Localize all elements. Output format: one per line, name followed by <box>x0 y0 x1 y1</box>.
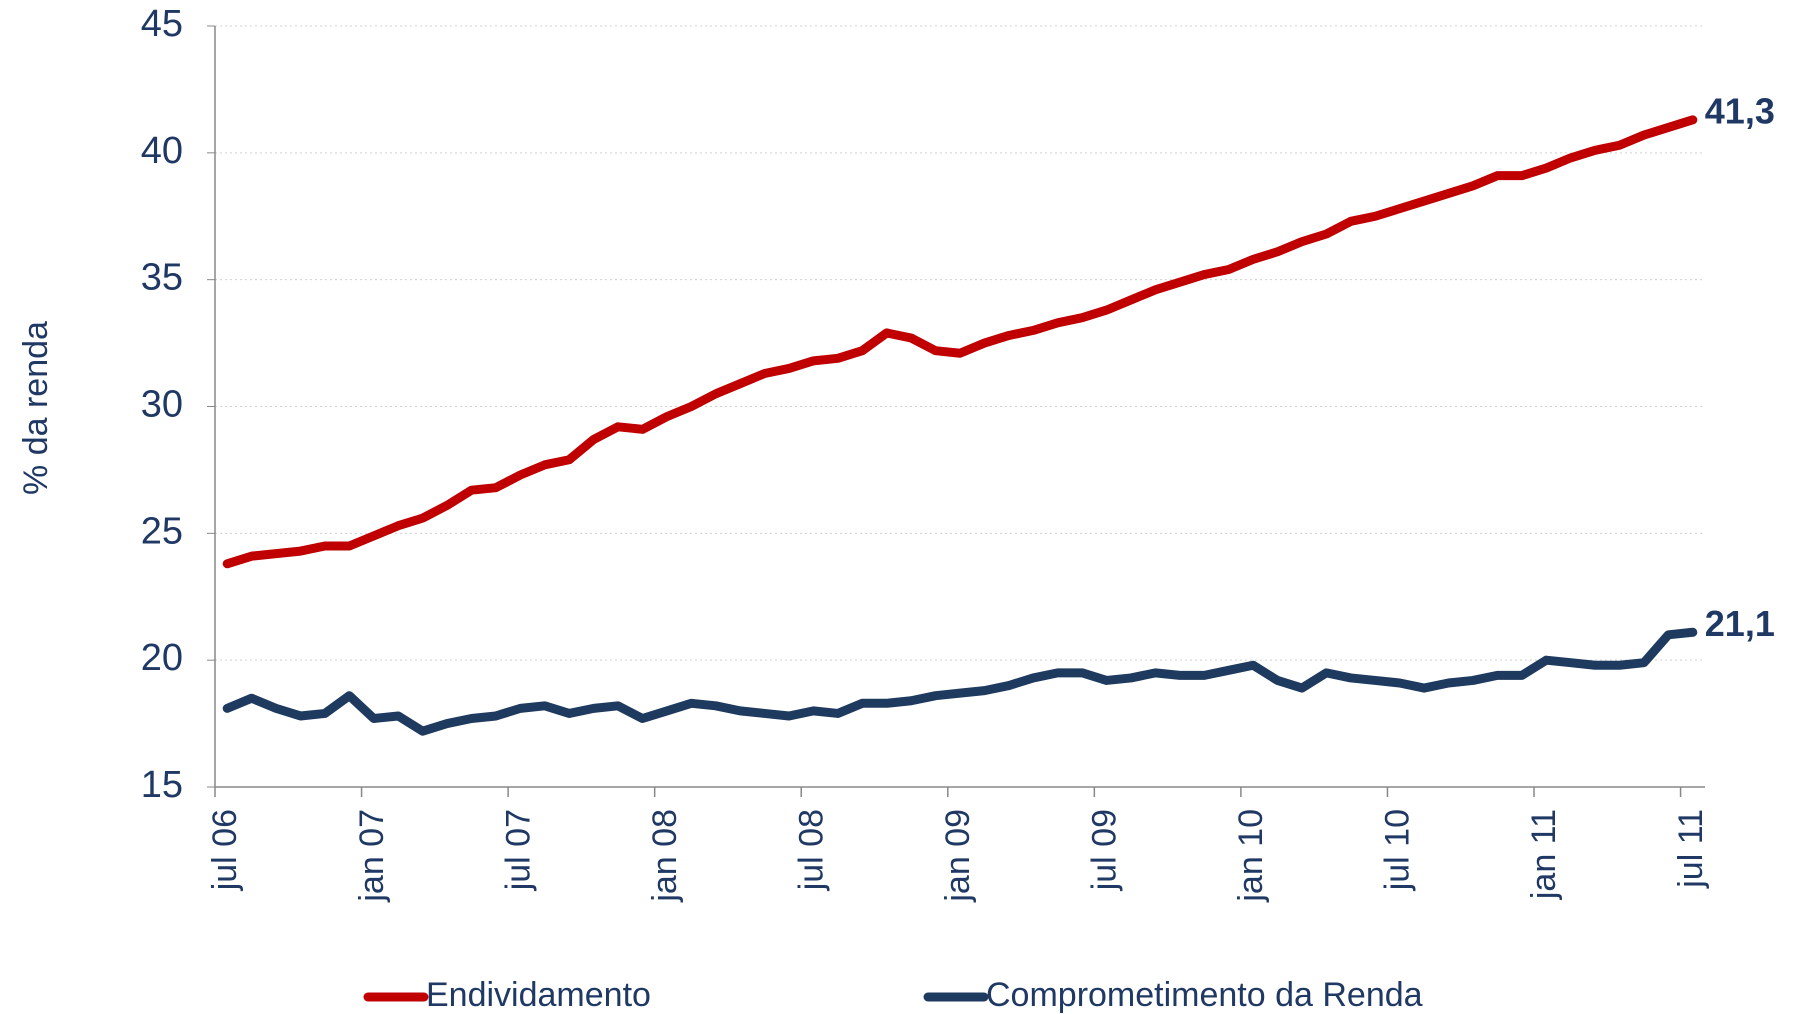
value-label: 41,3 <box>1705 90 1775 131</box>
legend-label: Comprometimento da Renda <box>986 976 1423 1014</box>
x-tick-label: jan 10 <box>1232 809 1270 903</box>
y-tick-label: 45 <box>141 3 183 45</box>
y-tick-label: 20 <box>141 637 183 679</box>
y-tick-label: 15 <box>141 764 183 806</box>
y-tick-label: 40 <box>141 130 183 172</box>
x-tick-label: jan 11 <box>1525 809 1563 900</box>
x-tick-label: jul 11 <box>1672 809 1710 889</box>
legend-label: Endividamento <box>426 976 651 1014</box>
y-tick-label: 30 <box>141 384 183 426</box>
y-tick-label: 35 <box>141 257 183 299</box>
x-tick-label: jul 08 <box>792 809 830 891</box>
x-tick-label: jul 07 <box>499 809 537 891</box>
y-tick-label: 25 <box>141 510 183 552</box>
series-line <box>222 627 1698 736</box>
x-tick-label: jan 09 <box>939 809 977 903</box>
x-tick-label: jul 10 <box>1379 809 1417 891</box>
x-tick-label: jan 08 <box>646 809 684 903</box>
value-label: 21,1 <box>1705 603 1775 644</box>
series-line <box>222 115 1698 569</box>
x-tick-label: jul 09 <box>1086 809 1124 891</box>
x-tick-label: jul 06 <box>206 809 244 891</box>
x-tick-label: jan 07 <box>353 809 391 903</box>
y-axis-label: % da renda <box>17 321 55 495</box>
